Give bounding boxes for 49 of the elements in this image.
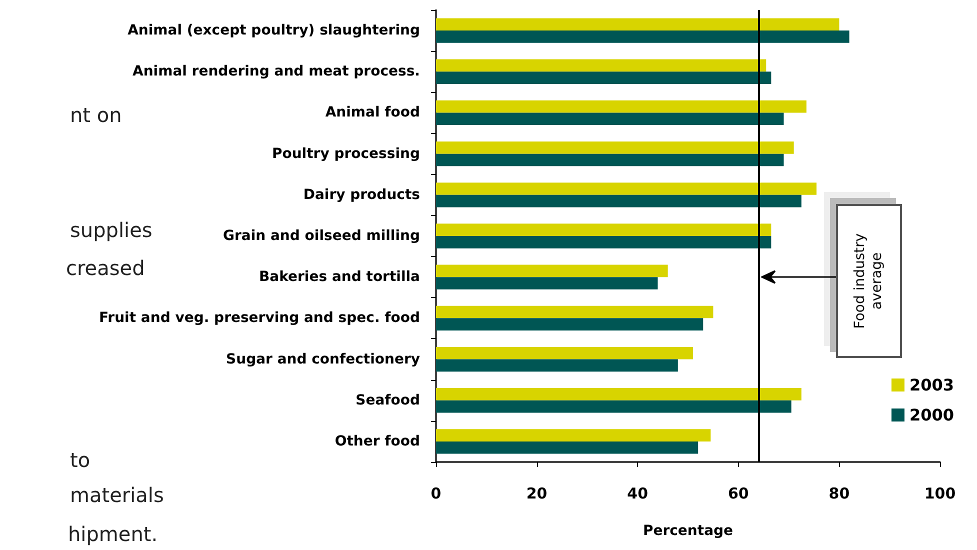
bar [436, 100, 806, 113]
y-tick-label: Animal food [325, 104, 420, 121]
text: hipment. [68, 522, 158, 546]
x-tick-label: 40 [627, 484, 648, 502]
bar [436, 141, 794, 154]
bar [436, 346, 694, 360]
bar [436, 388, 802, 400]
text: materials [70, 483, 164, 507]
x-axis-title: Percentage [642, 523, 734, 539]
legend-label: 2003 [909, 376, 954, 394]
bar [436, 236, 772, 248]
y-tick-label: Seafood [356, 392, 420, 408]
bar [436, 429, 711, 442]
y-tick-label: Other food [334, 433, 420, 450]
y-tick-label: Animal (except poultry) slaughtering [128, 22, 420, 39]
y-tick-label: Fruit and veg. preserving and spec. food [99, 310, 420, 326]
ref-line-label: Food industry average [852, 232, 886, 331]
bar [436, 441, 698, 454]
legend-label: 2000 [909, 406, 954, 424]
y-tick-label: Sugar and confectionery [226, 351, 420, 368]
bar [436, 30, 850, 43]
bar [436, 72, 772, 84]
bar [436, 277, 658, 290]
y-tick-label: Animal rendering and meat process. [132, 64, 420, 80]
y-tick-label: Grain and oilseed milling [223, 228, 420, 244]
x-tick-label: 80 [828, 484, 850, 502]
bar [436, 182, 817, 195]
bar [436, 194, 802, 208]
y-tick-label: Dairy products [303, 186, 420, 203]
text: to [70, 448, 90, 472]
y-tick-label: Bakeries and tortilla [258, 269, 420, 286]
bar [436, 264, 668, 278]
y-tick-label: Poultry processing [272, 146, 420, 162]
bar [436, 154, 784, 166]
bar [436, 59, 766, 72]
x-tick-label: 60 [728, 484, 749, 502]
text: supplies [70, 218, 152, 242]
x-tick-label: 20 [526, 484, 548, 502]
bar [436, 318, 704, 331]
x-tick-label: 100 [924, 484, 956, 502]
bar [436, 224, 772, 236]
x-tick-label: 0 [430, 484, 442, 502]
bar [436, 306, 714, 318]
text: creased [66, 256, 145, 280]
bar [436, 359, 678, 372]
bar [436, 400, 792, 413]
bar [436, 112, 784, 126]
text: nt on [70, 103, 122, 127]
bar [436, 18, 840, 31]
